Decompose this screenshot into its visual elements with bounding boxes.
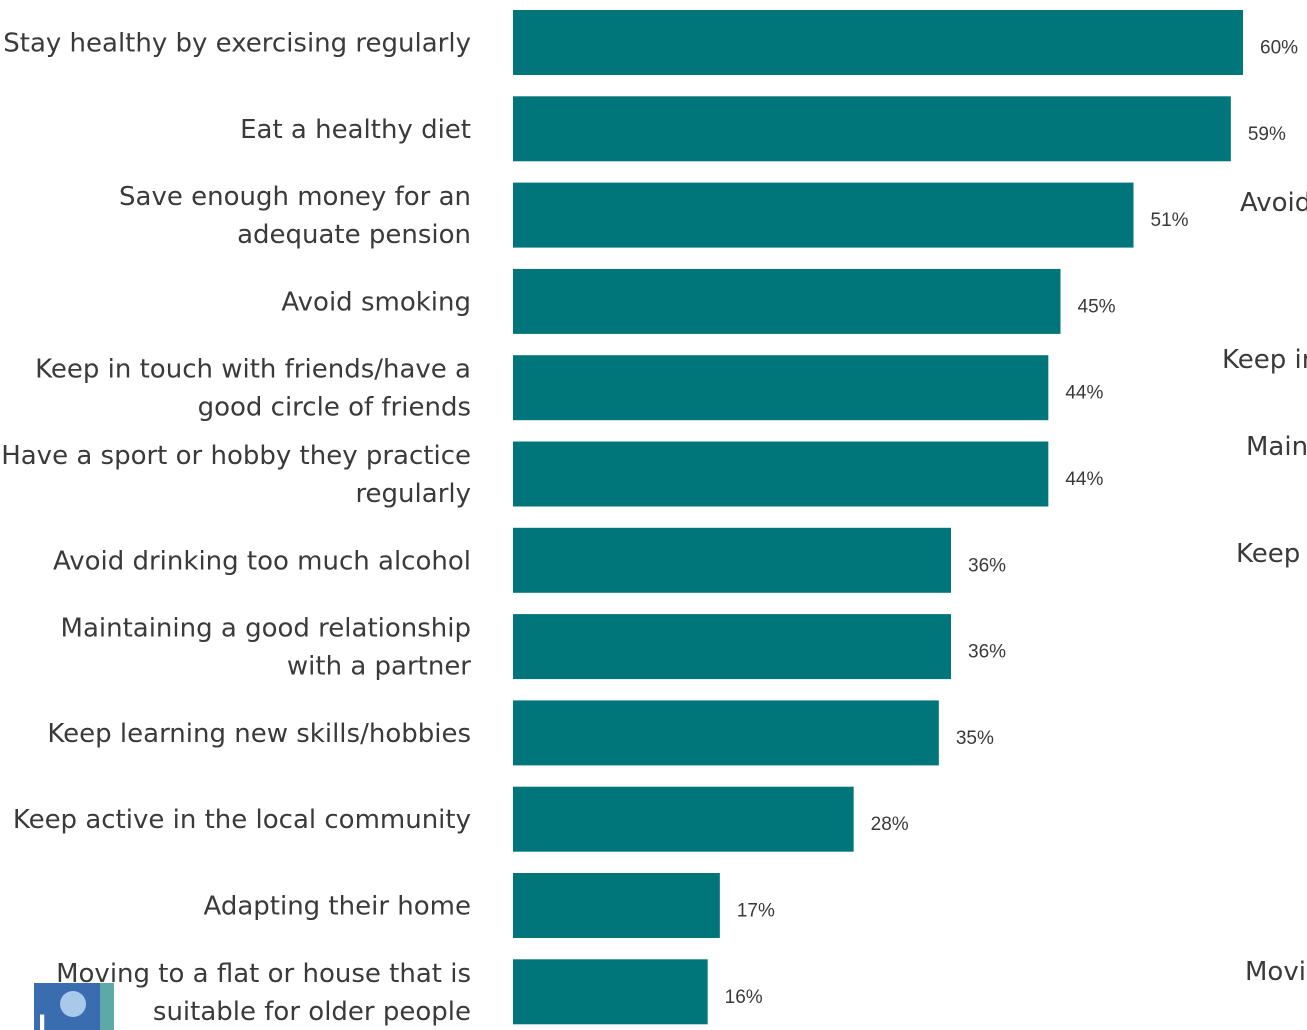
bar-2 (513, 96, 1231, 162)
value-label-4: 45% (1078, 296, 1116, 317)
clipped-label-4: Keep (1236, 539, 1300, 569)
organization-logo-icon: l (34, 983, 114, 1030)
category-label-8-line-1: Maintaining a good relationship (61, 614, 471, 644)
category-label-6-line-1: Have a sport or hobby they practice (1, 441, 471, 471)
clipped-label-2: Keep in (1222, 345, 1307, 375)
value-label-6: 44% (1065, 469, 1103, 490)
category-labels: Stay healthy by exercising regularly Eat … (1, 29, 471, 1027)
category-label-4: Avoid smoking (281, 287, 471, 317)
category-label-3-line-2: adequate pension (237, 220, 471, 250)
value-label-7: 36% (968, 555, 1006, 576)
category-label-2: Eat a healthy diet (240, 115, 471, 145)
category-label-1: Stay healthy by exercising regularly (3, 29, 471, 59)
category-label-5-line-2: good circle of friends (198, 393, 471, 423)
category-label-8-line-2: with a partner (287, 652, 471, 682)
bar-3 (513, 182, 1134, 248)
bar-5 (513, 355, 1049, 421)
value-label-8: 36% (968, 642, 1006, 663)
clipped-label-1: Avoid (1240, 188, 1307, 218)
value-label-1: 60% (1260, 38, 1298, 59)
category-label-9: Keep learning new skills/hobbies (47, 719, 471, 749)
logo-tab-icon (100, 983, 114, 1030)
category-label-12-line-2: suitable for older people (153, 997, 471, 1027)
value-label-2: 59% (1248, 124, 1286, 145)
bar-12 (513, 959, 708, 1025)
value-label-11: 17% (737, 901, 775, 922)
bar-11 (513, 873, 720, 938)
category-label-5-line-1: Keep in touch with friends/have a (35, 355, 471, 385)
logo-glyph: l (38, 1011, 47, 1030)
bar-8 (513, 614, 951, 680)
bar-4 (513, 268, 1061, 334)
ghost-labels: Avoid Keep in Main Keep Movi (1222, 188, 1307, 987)
bar-7 (513, 527, 951, 593)
category-label-6-line-2: regularly (355, 479, 471, 509)
category-label-7: Avoid drinking too much alcohol (53, 546, 471, 576)
category-label-11: Adapting their home (204, 892, 472, 922)
logo-mark-icon (60, 991, 86, 1017)
category-label-12-line-1: Moving to a flat or house that is (56, 959, 471, 989)
bars (513, 10, 1243, 1025)
value-label-10: 28% (871, 814, 909, 835)
category-label-10: Keep active in the local community (13, 805, 471, 835)
bar-9 (513, 700, 939, 766)
category-label-3-line-1: Save enough money for an (119, 182, 471, 212)
value-label-5: 44% (1065, 383, 1103, 404)
value-label-9: 35% (956, 728, 994, 749)
bar-10 (513, 786, 854, 852)
clipped-label-5: Movi (1245, 957, 1306, 987)
clipped-label-3: Main (1246, 432, 1307, 462)
bar-1 (513, 10, 1243, 75)
value-labels: 60% 59% 51% 45% 44% 44% 36% 36% 35% 28% 17% 16% (725, 38, 1298, 1008)
value-label-12: 16% (725, 987, 763, 1008)
value-label-3: 51% (1151, 210, 1189, 231)
bar-6 (513, 441, 1049, 507)
